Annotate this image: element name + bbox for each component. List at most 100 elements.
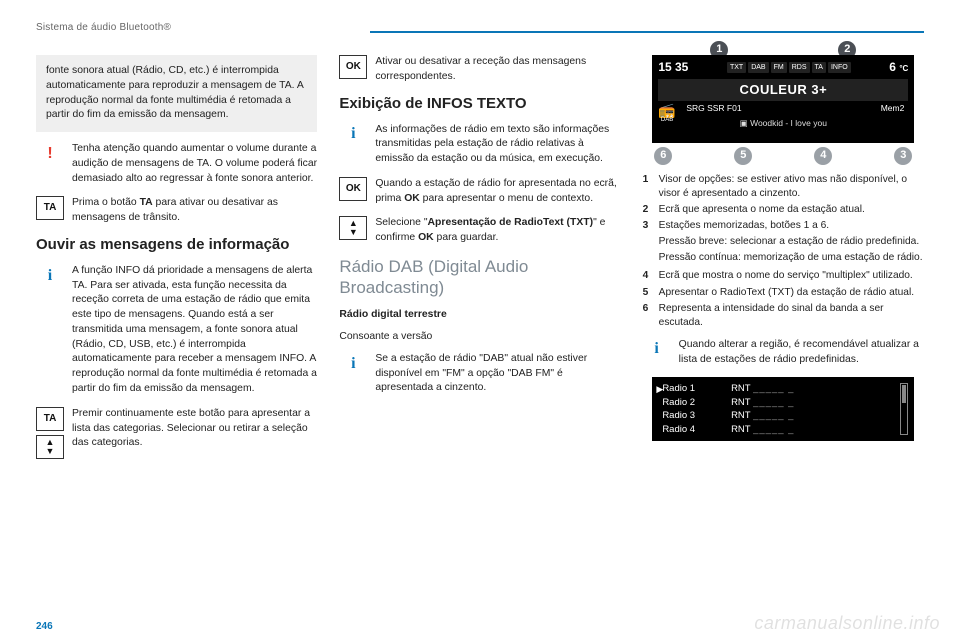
p3b: RNT [731,410,750,421]
strip-info: INFO [828,62,851,74]
info-icon-4: i [643,338,671,362]
legend: 1Visor de opções: se estiver ativo mas n… [643,173,924,330]
sel-c: para guardar. [434,232,499,243]
info-row: i A função INFO dá prioridade a mensagen… [36,264,317,397]
legend-n1: 1 [643,173,653,201]
warning-row: ! Tenha atenção quando aumentar o volume… [36,142,317,186]
dab-antenna-icon: 📻DAB [658,103,675,123]
legend-row: 3 Estações memorizadas, botões 1 a 6. Pres… [643,219,924,267]
column-2: OK Ativar ou desativar a receção das men… [339,55,620,469]
callout-4: 4 [814,147,832,165]
p2a: Radio 2 [662,396,695,409]
heading-infos-texto: Exibição de INFOS TEXTO [339,95,620,113]
ta-categories-row: TA ▲▼ Premir continuamente este botão pa… [36,407,317,459]
updown-icon-2: ▲▼ [339,216,367,240]
legend-n2: 2 [643,203,653,217]
manual-page: Sistema de áudio Bluetooth® fonte sonora… [0,0,960,640]
temp-val: 6 [889,60,896,74]
ok2c: para apresentar o menu de contexto. [420,193,593,204]
dab-label: DAB [658,117,675,123]
ta-button-icon: TA [36,196,64,220]
p4a: Radio 4 [662,423,695,436]
radio-time: 15 35 [658,59,688,76]
radio-topbar: 15 35 TXT DAB FM RDS TA INFO 6 °C [658,59,908,76]
strip-fm: FM [771,62,787,74]
legend-row: 2 Ecrã que apresenta o nome da estação at… [643,203,924,217]
radio-multiplex: SRG SSR F01 [686,102,741,114]
subheading-digital: Rádio digital terrestre [339,308,620,323]
t3a: Estações memorizadas, botões 1 a 6. [659,219,923,233]
page-number: 246 [36,621,53,632]
legend-n5: 5 [643,286,653,300]
radio-song: ▣ Woodkid - I love you [658,117,908,129]
tip-row: i Quando alterar a região, é recomendáve… [643,338,924,368]
radio-mem: Mem2 [881,102,905,114]
ta-row: TA Prima o botão TA para ativar ou desat… [36,196,317,226]
preset-row: Radio 3 RNT _____ _ [662,409,904,422]
preset-row: Radio 1RNT _____ _ [662,382,904,395]
info-row-2: i As informações de rádio em texto são i… [339,123,620,167]
legend-row: 4 Ecrã que mostra o nome do serviço "mult… [643,269,924,283]
legend-row: 5 Apresentar o RadioText (TXT) da estação… [643,286,924,300]
callout-5: 5 [734,147,752,165]
preset-list-display: ▶ Radio 1RNT _____ _ Radio 2RNT _____ _ … [652,377,914,441]
legend-t2: Ecrã que apresenta o nome da estação atu… [659,203,865,217]
legend-n4: 4 [643,269,653,283]
note-text: fonte sonora atual (Rádio, CD, etc.) é i… [46,64,307,123]
warning-icon: ! [36,142,64,166]
legend-row: 6Representa a intensidade do sinal da ba… [643,302,924,330]
callout-3: 3 [894,147,912,165]
note-box: fonte sonora atual (Rádio, CD, etc.) é i… [36,55,317,132]
ta-categories-text: Premir continuamente este botão para apr… [72,407,317,451]
callout-6: 6 [654,147,672,165]
radio-strip: TXT DAB FM RDS TA INFO [727,62,851,74]
strip-dab: DAB [748,62,768,74]
p4b: RNT [731,424,750,435]
strip-txt: TXT [727,62,746,74]
tip-text: Quando alterar a região, é recomendável … [679,338,924,368]
column-1: fonte sonora atual (Rádio, CD, etc.) é i… [36,55,317,469]
legend-t5: Apresentar o RadioText (TXT) da estação … [659,286,914,300]
song-text: Woodkid - I love you [750,118,827,128]
ta-stack: TA ▲▼ [36,407,64,459]
legend-n3: 3 [643,219,653,267]
legend-t1: Visor de opções: se estiver ativo mas nã… [659,173,924,201]
legend-n6: 6 [643,302,653,330]
strip-rds: RDS [789,62,810,74]
legend-t4: Ecrã que mostra o nome do serviço "multi… [659,269,913,283]
header-rule [370,31,924,33]
radio-display: 15 35 TXT DAB FM RDS TA INFO 6 °C COULEU… [652,55,914,143]
temp-unit: °C [899,64,908,73]
info-icon-3: i [339,352,367,376]
radio-station-title: COULEUR 3+ [658,79,908,101]
column-3: 1 2 15 35 TXT DAB FM RDS TA INFO 6 °C [643,55,924,469]
ok-text-2: Quando a estação de rádio for apresentad… [375,177,620,207]
line-consoante: Consoante a versão [339,330,620,345]
info-text-3: Se a estação de rádio "DAB" atual não es… [375,352,620,396]
preset-scrollbar [900,383,908,435]
info-icon-2: i [339,123,367,147]
ta-text-bold: TA [140,197,153,208]
ok-text-1: Ativar ou desativar a receção das mensag… [375,55,620,85]
sel-bold2: OK [418,232,434,243]
t3c: Pressão contínua: memorização de uma est… [659,251,923,265]
preset-row: Radio 2RNT _____ _ [662,396,904,409]
columns: fonte sonora atual (Rádio, CD, etc.) é i… [36,55,924,469]
legend-t3: Estações memorizadas, botões 1 a 6. Press… [659,219,923,267]
select-text: Selecione "Apresentação de RadioText (TX… [375,216,620,246]
info-row-3: i Se a estação de rádio "DAB" atual não … [339,352,620,396]
radio-subline: SRG SSR F01 Mem2 [658,101,908,114]
strip-ta: TA [812,62,826,74]
p1d: _____ _ [753,383,794,394]
preset-arrow-icon: ▶ [656,383,663,396]
p3d: _____ _ [753,410,794,421]
info-icon: i [36,264,64,288]
p3a: Radio 3 [662,409,695,422]
ok-button-icon: OK [339,55,367,79]
ok2b: OK [404,193,420,204]
ok-button-icon-2: OK [339,177,367,201]
ok-row-2: OK Quando a estação de rádio for apresen… [339,177,620,207]
info-text: A função INFO dá prioridade a mensagens … [72,264,317,397]
heading-dab: Rádio DAB (Digital Audio Broadcasting) [339,256,620,299]
info-text-2: As informações de rádio em texto são inf… [375,123,620,167]
